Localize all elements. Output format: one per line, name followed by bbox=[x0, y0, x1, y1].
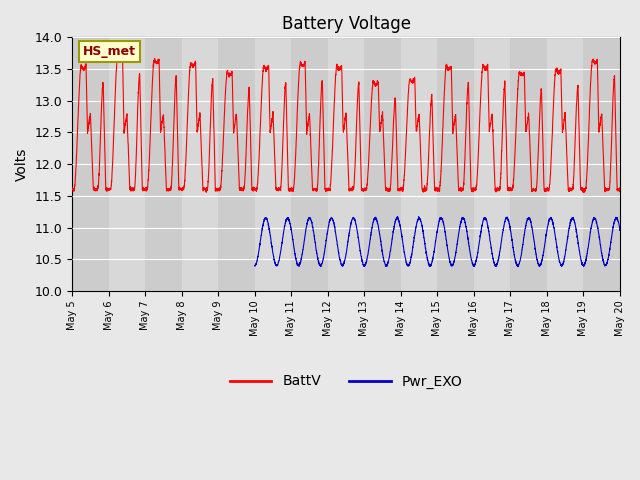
Bar bbox=[218, 37, 255, 291]
Legend: BattV, Pwr_EXO: BattV, Pwr_EXO bbox=[224, 369, 468, 394]
Bar bbox=[72, 37, 109, 291]
Bar bbox=[109, 37, 145, 291]
Bar bbox=[437, 37, 474, 291]
Bar bbox=[547, 37, 584, 291]
Bar bbox=[255, 37, 291, 291]
Bar bbox=[474, 37, 511, 291]
Bar bbox=[364, 37, 401, 291]
Bar bbox=[145, 37, 182, 291]
Bar bbox=[182, 37, 218, 291]
Bar bbox=[401, 37, 437, 291]
Y-axis label: Volts: Volts bbox=[15, 147, 29, 181]
Bar bbox=[328, 37, 364, 291]
Bar bbox=[511, 37, 547, 291]
Bar bbox=[291, 37, 328, 291]
Bar bbox=[584, 37, 620, 291]
Title: Battery Voltage: Battery Voltage bbox=[282, 15, 411, 33]
Text: HS_met: HS_met bbox=[83, 45, 136, 58]
